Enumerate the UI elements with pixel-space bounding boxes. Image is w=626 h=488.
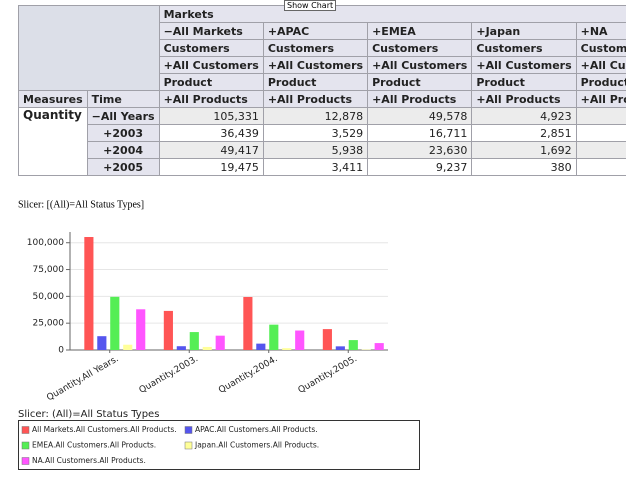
- customers-label: Customers: [367, 39, 473, 57]
- market[interactable]: +NA: [575, 22, 626, 40]
- bar: [163, 310, 173, 350]
- bar: [269, 324, 279, 350]
- product-member[interactable]: +All Products: [471, 90, 577, 108]
- bar: [374, 343, 384, 350]
- bar: [123, 344, 133, 350]
- product-member[interactable]: +All Products: [575, 90, 626, 108]
- value-cell: 37,952: [575, 107, 626, 125]
- bar: [256, 343, 266, 350]
- bar: [110, 296, 120, 350]
- market[interactable]: +EMEA: [367, 22, 473, 40]
- time-member[interactable]: +2003: [86, 124, 160, 142]
- time-member[interactable]: +2004: [86, 141, 160, 159]
- bar: [189, 332, 199, 350]
- product-member[interactable]: +All Products: [262, 90, 369, 108]
- value-cell: 5,938: [262, 141, 369, 159]
- pivot-table: Markets −All Markets +APAC +EMEA +Japan +NA Cu…: [18, 5, 626, 176]
- slicer: Slicer: [(All)=All Status Types]: [18, 199, 144, 210]
- chart: Slicer: [(All)=All Status Types] 0 25,000…: [18, 199, 420, 470]
- value-cell: 19,475: [158, 158, 264, 176]
- market[interactable]: +APAC: [262, 22, 369, 40]
- product-label: Product: [262, 73, 369, 91]
- bar: [84, 237, 94, 350]
- product-label: Product: [575, 73, 626, 91]
- customer-member[interactable]: +All Customers: [262, 56, 369, 74]
- product-label: Product: [367, 73, 473, 91]
- customers-label: Customers: [471, 39, 577, 57]
- legend-swatch: [21, 457, 30, 465]
- customer-member[interactable]: +All Customers: [158, 56, 264, 74]
- y-tick-label: 25,000: [33, 319, 65, 329]
- x-tick-label: Quantity.2004.: [217, 354, 279, 396]
- product-member[interactable]: +All Products: [367, 90, 473, 108]
- time-member[interactable]: +2005: [86, 158, 160, 176]
- legend-swatch: [184, 426, 193, 434]
- bar: [282, 348, 292, 350]
- value-cell: 18,157: [575, 141, 626, 159]
- bar: [136, 309, 146, 350]
- y-tick-label: 75,000: [33, 265, 65, 275]
- value-cell: 3,529: [262, 124, 369, 142]
- value-cell: 1,692: [471, 141, 577, 159]
- bar: [295, 330, 305, 350]
- tooltip: Show Chart: [284, 0, 337, 11]
- customer-member[interactable]: +All Customers: [575, 56, 626, 74]
- market[interactable]: −All Markets: [158, 22, 264, 40]
- value-cell: 9,237: [367, 158, 473, 176]
- legend-box: [18, 420, 420, 470]
- value-cell: 380: [471, 158, 577, 176]
- bar: [202, 346, 212, 350]
- legend-label: Japan.All Customers.All Products.: [194, 441, 319, 450]
- value-cell: 3,411: [262, 158, 369, 176]
- value-cell: 105,331: [158, 107, 264, 125]
- market[interactable]: +Japan: [471, 22, 577, 40]
- bar: [348, 340, 358, 350]
- legend-swatch: [21, 426, 30, 434]
- y-tick-label: 50,000: [33, 292, 65, 302]
- customers-label: Customers: [575, 39, 626, 57]
- value-cell: 2,851: [471, 124, 577, 142]
- value-cell: 36,439: [158, 124, 264, 142]
- value-cell: 49,417: [158, 141, 264, 159]
- y-tick-label: 100,000: [27, 238, 64, 248]
- product-label: Product: [471, 73, 577, 91]
- customer-member[interactable]: +All Customers: [471, 56, 577, 74]
- customers-label: Customers: [158, 39, 264, 57]
- legend-label: NA.All Customers.All Products.: [32, 456, 146, 465]
- legend-title: Slicer: (All)=All Status Types: [18, 409, 159, 420]
- product-member[interactable]: +All Products: [158, 90, 264, 108]
- value-cell: 23,630: [367, 141, 473, 159]
- legend-label: All Markets.All Customers.All Products.: [32, 425, 177, 434]
- y-tick-label: 0: [58, 346, 64, 356]
- x-tick-label: Quantity.2003.: [138, 354, 200, 396]
- value-cell: 13,348: [575, 124, 626, 142]
- value-cell: 49,578: [367, 107, 473, 125]
- corner: [18, 5, 160, 91]
- x-tick-label: Quantity.All Years.: [45, 354, 120, 403]
- bar: [322, 329, 332, 350]
- value-cell: 16,711: [367, 124, 473, 142]
- value-cell: 12,878: [262, 107, 369, 125]
- customer-member[interactable]: +All Customers: [367, 56, 473, 74]
- bar: [215, 335, 225, 350]
- measures-label: Measures: [18, 90, 88, 108]
- markets-label[interactable]: Markets: [158, 5, 626, 23]
- legend-label: EMEA.All Customers.All Products.: [32, 441, 156, 450]
- bar: [176, 346, 186, 350]
- bar: [335, 346, 345, 350]
- time-member[interactable]: −All Years: [86, 107, 160, 125]
- customers-label: Customers: [262, 39, 369, 57]
- value-cell: 4,923: [471, 107, 577, 125]
- legend-label: APAC.All Customers.All Products.: [195, 425, 318, 434]
- product-label: Product: [158, 73, 264, 91]
- bar: [243, 296, 253, 350]
- bar: [97, 336, 107, 350]
- legend-swatch: [184, 441, 193, 450]
- legend-swatch: [21, 441, 30, 450]
- value-cell: 6,447: [575, 158, 626, 176]
- measure: Quantity: [18, 107, 88, 176]
- time-label: Time: [86, 90, 160, 108]
- x-tick-label: Quantity.2005.: [297, 354, 359, 396]
